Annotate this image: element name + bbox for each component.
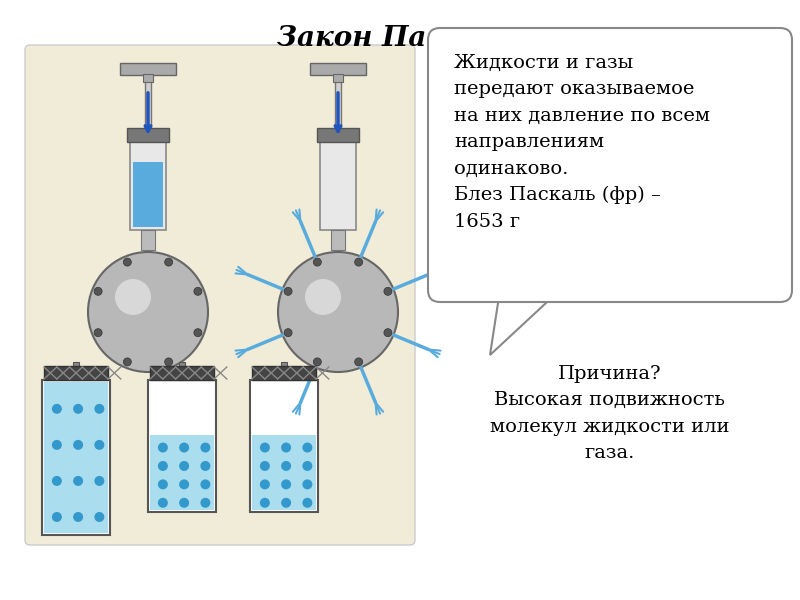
- Bar: [141, 230, 155, 250]
- Text: Жидкости и газы
передают оказываемое
на них давление по всем
направлениям
одинак: Жидкости и газы передают оказываемое на …: [454, 54, 710, 231]
- Circle shape: [52, 476, 62, 486]
- Bar: [73, 362, 79, 380]
- Circle shape: [260, 498, 270, 508]
- Circle shape: [194, 287, 202, 295]
- Circle shape: [302, 498, 312, 508]
- Circle shape: [123, 258, 131, 266]
- Bar: [148, 380, 216, 512]
- Bar: [252, 435, 316, 510]
- Bar: [42, 380, 110, 535]
- Circle shape: [115, 279, 151, 315]
- Circle shape: [73, 476, 83, 486]
- Circle shape: [260, 461, 270, 471]
- Circle shape: [158, 443, 168, 452]
- Circle shape: [314, 258, 322, 266]
- Bar: [502, 283, 558, 289]
- Bar: [281, 362, 287, 380]
- Circle shape: [158, 461, 168, 471]
- Bar: [335, 70, 341, 130]
- Bar: [250, 380, 318, 512]
- Circle shape: [384, 329, 392, 337]
- Bar: [44, 382, 108, 533]
- Polygon shape: [490, 290, 560, 355]
- Circle shape: [179, 498, 189, 508]
- Bar: [150, 366, 214, 380]
- Circle shape: [384, 287, 392, 295]
- Circle shape: [52, 440, 62, 450]
- Circle shape: [284, 329, 292, 337]
- Circle shape: [73, 512, 83, 522]
- Bar: [44, 366, 108, 380]
- Text: Причина?
Высокая подвижность
молекул жидкости или
газа.: Причина? Высокая подвижность молекул жид…: [490, 365, 730, 462]
- Circle shape: [200, 479, 210, 490]
- FancyBboxPatch shape: [428, 28, 792, 302]
- Circle shape: [260, 443, 270, 452]
- Circle shape: [314, 358, 322, 366]
- Bar: [127, 128, 169, 142]
- Circle shape: [52, 404, 62, 414]
- Circle shape: [158, 498, 168, 508]
- Circle shape: [278, 252, 398, 372]
- Circle shape: [73, 404, 83, 414]
- Circle shape: [302, 479, 312, 490]
- Bar: [331, 230, 345, 250]
- Circle shape: [200, 443, 210, 452]
- Circle shape: [94, 440, 104, 450]
- Bar: [143, 74, 153, 82]
- Circle shape: [88, 252, 208, 372]
- Circle shape: [179, 443, 189, 452]
- Circle shape: [284, 287, 292, 295]
- Bar: [317, 128, 359, 142]
- Text: Закон Паскаля: Закон Паскаля: [278, 25, 522, 52]
- Bar: [150, 435, 214, 510]
- Circle shape: [302, 461, 312, 471]
- Circle shape: [165, 258, 173, 266]
- Bar: [252, 366, 316, 380]
- Circle shape: [94, 287, 102, 295]
- Circle shape: [94, 404, 104, 414]
- Circle shape: [165, 358, 173, 366]
- Circle shape: [158, 479, 168, 490]
- Circle shape: [194, 329, 202, 337]
- Circle shape: [200, 498, 210, 508]
- Bar: [130, 130, 166, 230]
- Circle shape: [123, 358, 131, 366]
- Circle shape: [52, 512, 62, 522]
- Circle shape: [179, 461, 189, 471]
- Circle shape: [305, 279, 341, 315]
- Circle shape: [260, 479, 270, 490]
- Circle shape: [281, 479, 291, 490]
- Bar: [145, 70, 151, 130]
- Circle shape: [281, 461, 291, 471]
- Circle shape: [94, 329, 102, 337]
- FancyBboxPatch shape: [25, 45, 415, 545]
- Circle shape: [281, 443, 291, 452]
- Circle shape: [302, 443, 312, 452]
- Circle shape: [179, 479, 189, 490]
- Bar: [333, 74, 343, 82]
- Bar: [120, 63, 176, 75]
- Circle shape: [354, 258, 362, 266]
- Circle shape: [354, 358, 362, 366]
- Circle shape: [281, 498, 291, 508]
- Circle shape: [73, 440, 83, 450]
- Bar: [133, 162, 163, 227]
- Bar: [179, 362, 185, 380]
- Circle shape: [94, 512, 104, 522]
- Bar: [310, 63, 366, 75]
- Circle shape: [200, 461, 210, 471]
- Circle shape: [94, 476, 104, 486]
- Bar: [320, 130, 356, 230]
